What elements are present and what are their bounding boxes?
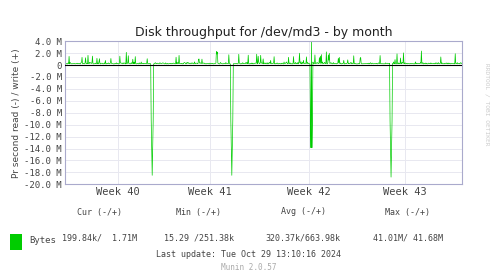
Text: Avg (-/+): Avg (-/+) bbox=[281, 208, 326, 216]
Text: Munin 2.0.57: Munin 2.0.57 bbox=[221, 263, 276, 272]
Y-axis label: Pr second read (-) / write (+): Pr second read (-) / write (+) bbox=[12, 48, 21, 178]
Text: 41.01M/ 41.68M: 41.01M/ 41.68M bbox=[373, 234, 442, 243]
Text: 320.37k/663.98k: 320.37k/663.98k bbox=[266, 234, 340, 243]
Text: Last update: Tue Oct 29 13:10:16 2024: Last update: Tue Oct 29 13:10:16 2024 bbox=[156, 250, 341, 259]
Text: Cur (-/+): Cur (-/+) bbox=[77, 208, 122, 216]
Text: 199.84k/  1.71M: 199.84k/ 1.71M bbox=[62, 234, 137, 243]
Text: Min (-/+): Min (-/+) bbox=[176, 208, 221, 216]
Text: RRDTOOL / TOBI OETIKER: RRDTOOL / TOBI OETIKER bbox=[485, 63, 490, 146]
Text: Bytes: Bytes bbox=[29, 236, 56, 245]
Title: Disk throughput for /dev/md3 - by month: Disk throughput for /dev/md3 - by month bbox=[135, 26, 392, 39]
Text: 15.29 /251.38k: 15.29 /251.38k bbox=[164, 234, 234, 243]
Text: Max (-/+): Max (-/+) bbox=[385, 208, 430, 216]
